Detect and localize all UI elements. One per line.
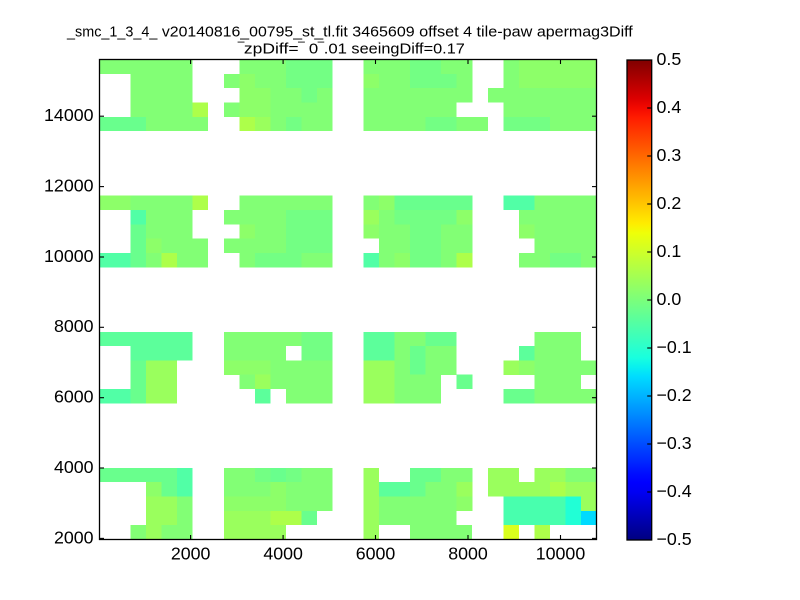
svg-text:0.5: 0.5: [657, 49, 682, 69]
svg-text:‾zpDiff=‾: ‾zpDiff=‾: [237, 41, 306, 57]
svg-text:2000: 2000: [171, 543, 211, 563]
svg-text:4: 4: [463, 25, 472, 41]
svg-text:8000: 8000: [54, 316, 94, 336]
svg-text:seeingDiff=0.17: seeingDiff=0.17: [351, 41, 464, 57]
svg-text:offset: offset: [419, 25, 459, 41]
svg-text:−0.1: −0.1: [657, 337, 692, 357]
svg-text:−0.5: −0.5: [657, 529, 692, 549]
svg-text:0.1: 0.1: [657, 241, 682, 261]
svg-text:tile-paw: tile-paw: [477, 25, 533, 41]
svg-text:10000: 10000: [44, 246, 94, 266]
svg-text:0.0: 0.0: [657, 289, 682, 309]
svg-text:12000: 12000: [44, 176, 94, 196]
svg-text:0‾.01: 0‾.01: [309, 41, 347, 57]
svg-text:0.3: 0.3: [657, 145, 682, 165]
svg-text:−0.3: −0.3: [657, 433, 692, 453]
svg-text:4000: 4000: [54, 457, 94, 477]
svg-text:8000: 8000: [448, 543, 488, 563]
svg-text:0.4: 0.4: [657, 97, 682, 117]
svg-text:_smc_1_3_4_: _smc_1_3_4_: [66, 25, 158, 41]
svg-text:v20140816_00795_st_tl.fit: v20140816_00795_st_tl.fit: [162, 25, 348, 41]
svg-text:10000: 10000: [536, 543, 586, 563]
svg-text:6000: 6000: [356, 543, 396, 563]
svg-text:3465609: 3465609: [352, 25, 414, 41]
svg-text:apermag3Diff: apermag3Diff: [537, 25, 634, 41]
svg-text:4000: 4000: [263, 543, 303, 563]
svg-text:0.2: 0.2: [657, 193, 682, 213]
svg-text:6000: 6000: [54, 387, 94, 407]
svg-text:2000: 2000: [54, 527, 94, 547]
svg-text:−0.4: −0.4: [657, 481, 692, 501]
svg-text:14000: 14000: [44, 105, 94, 125]
svg-text:−0.2: −0.2: [657, 385, 692, 405]
